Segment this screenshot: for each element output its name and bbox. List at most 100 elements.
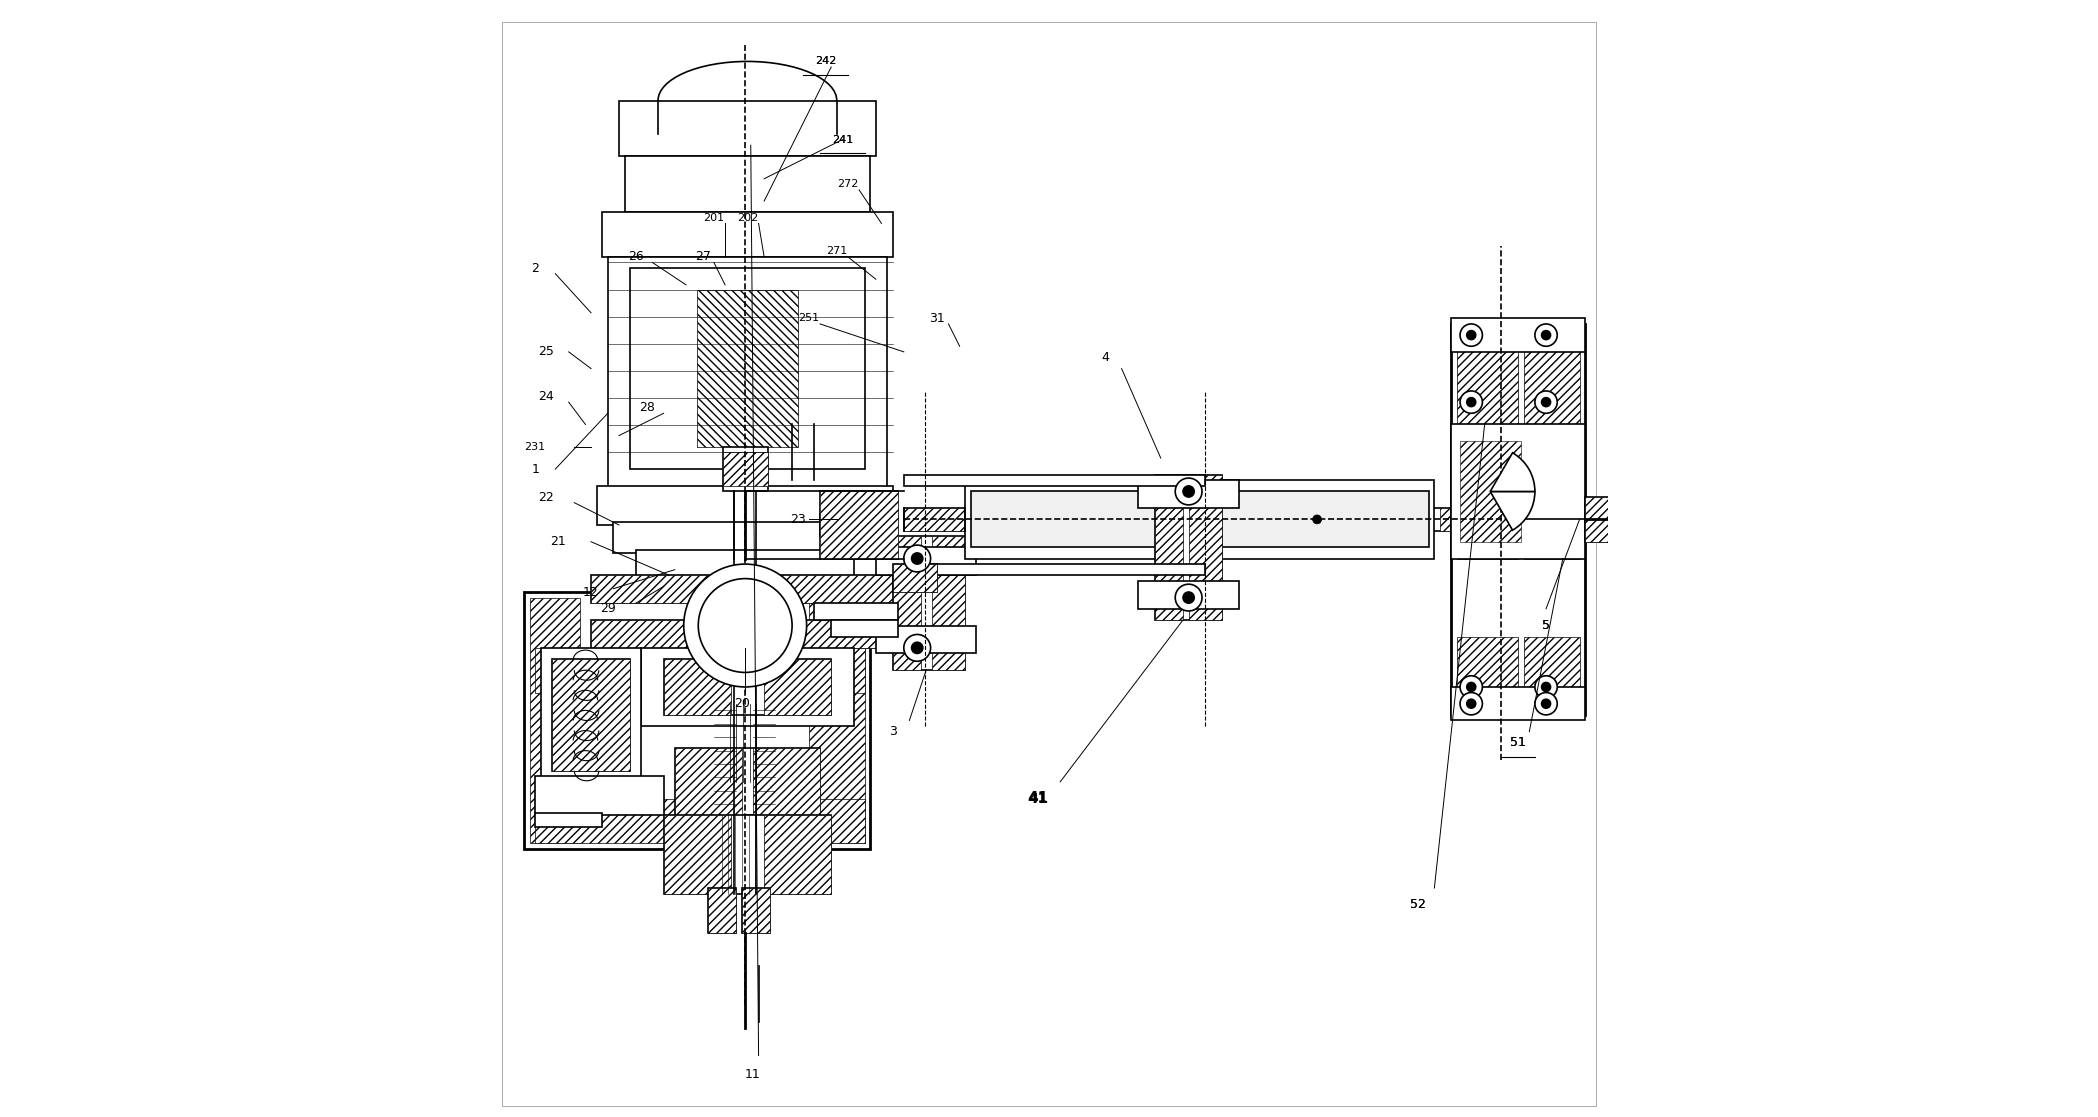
- Bar: [676, 748, 743, 815]
- Circle shape: [1175, 584, 1202, 611]
- Bar: [608, 257, 887, 491]
- Bar: [875, 626, 976, 653]
- Circle shape: [1467, 682, 1475, 691]
- Circle shape: [1460, 391, 1483, 413]
- Bar: [1460, 441, 1521, 542]
- Bar: [1452, 318, 1586, 352]
- Text: 5: 5: [1542, 619, 1550, 632]
- Bar: [904, 475, 1206, 486]
- Text: 31: 31: [929, 312, 946, 325]
- Circle shape: [1536, 324, 1557, 346]
- Bar: [592, 620, 898, 648]
- Text: 24: 24: [539, 390, 554, 403]
- Wedge shape: [1490, 452, 1536, 491]
- Bar: [642, 648, 854, 726]
- Bar: [535, 813, 602, 827]
- Circle shape: [1467, 699, 1475, 708]
- Circle shape: [1542, 331, 1550, 340]
- Bar: [764, 815, 831, 894]
- Bar: [697, 290, 797, 447]
- Text: 241: 241: [831, 135, 854, 144]
- Bar: [676, 748, 820, 815]
- Bar: [724, 452, 768, 486]
- Bar: [535, 648, 864, 693]
- Text: 251: 251: [797, 314, 820, 323]
- Circle shape: [1536, 693, 1557, 715]
- Bar: [743, 888, 770, 933]
- Bar: [965, 480, 1435, 558]
- Bar: [971, 491, 1429, 547]
- Text: 51: 51: [1511, 736, 1525, 750]
- Bar: [592, 575, 898, 603]
- Circle shape: [1536, 676, 1557, 698]
- Circle shape: [1542, 682, 1550, 691]
- Text: 2: 2: [531, 261, 539, 275]
- Text: 41: 41: [1028, 791, 1049, 806]
- Bar: [810, 598, 864, 843]
- Bar: [724, 447, 768, 491]
- Bar: [608, 577, 854, 609]
- Bar: [535, 799, 864, 843]
- Text: 52: 52: [1410, 898, 1425, 911]
- Circle shape: [1313, 515, 1322, 524]
- Text: 12: 12: [583, 585, 598, 599]
- Text: 4: 4: [1101, 351, 1108, 364]
- Circle shape: [1467, 398, 1475, 407]
- Circle shape: [699, 579, 793, 672]
- Text: 242: 242: [814, 57, 837, 66]
- Bar: [820, 525, 898, 536]
- Text: 29: 29: [600, 602, 615, 615]
- Bar: [1456, 424, 1519, 558]
- Bar: [764, 659, 831, 715]
- Bar: [1456, 637, 1519, 715]
- Circle shape: [1460, 693, 1483, 715]
- Text: 21: 21: [550, 535, 564, 548]
- Bar: [636, 550, 854, 581]
- Bar: [904, 508, 1529, 531]
- Text: 3: 3: [890, 725, 896, 738]
- Bar: [625, 156, 871, 212]
- Bar: [776, 268, 854, 458]
- Bar: [1139, 581, 1240, 609]
- Bar: [820, 491, 898, 558]
- Text: 23: 23: [789, 513, 806, 526]
- Bar: [709, 888, 736, 933]
- Circle shape: [1467, 331, 1475, 340]
- Text: 51: 51: [1511, 736, 1525, 750]
- Bar: [1523, 424, 1580, 558]
- Circle shape: [1460, 676, 1483, 698]
- Bar: [663, 659, 730, 715]
- Bar: [831, 620, 898, 637]
- Bar: [1586, 497, 1691, 542]
- Bar: [524, 592, 871, 849]
- Bar: [592, 620, 898, 648]
- Bar: [875, 547, 976, 575]
- Text: 41: 41: [1030, 792, 1047, 805]
- Bar: [1139, 480, 1240, 508]
- Text: 27: 27: [694, 250, 711, 264]
- Bar: [814, 603, 898, 620]
- Bar: [1523, 637, 1580, 715]
- Bar: [663, 659, 831, 715]
- Bar: [892, 564, 938, 592]
- Text: 231: 231: [524, 442, 545, 451]
- Wedge shape: [1490, 491, 1536, 531]
- Circle shape: [1460, 324, 1483, 346]
- Bar: [820, 514, 898, 525]
- Text: 28: 28: [640, 401, 655, 414]
- Circle shape: [913, 642, 923, 653]
- Bar: [904, 508, 992, 531]
- Bar: [592, 575, 898, 603]
- Circle shape: [913, 553, 923, 564]
- Bar: [1439, 508, 1529, 531]
- Bar: [1190, 475, 1223, 620]
- Text: 20: 20: [734, 697, 749, 710]
- Bar: [552, 659, 629, 771]
- Bar: [892, 564, 938, 592]
- Text: 202: 202: [736, 213, 757, 222]
- Bar: [904, 564, 1206, 575]
- Text: 52: 52: [1410, 898, 1425, 911]
- Circle shape: [1183, 486, 1194, 497]
- Text: 201: 201: [703, 213, 724, 222]
- Bar: [1452, 324, 1586, 715]
